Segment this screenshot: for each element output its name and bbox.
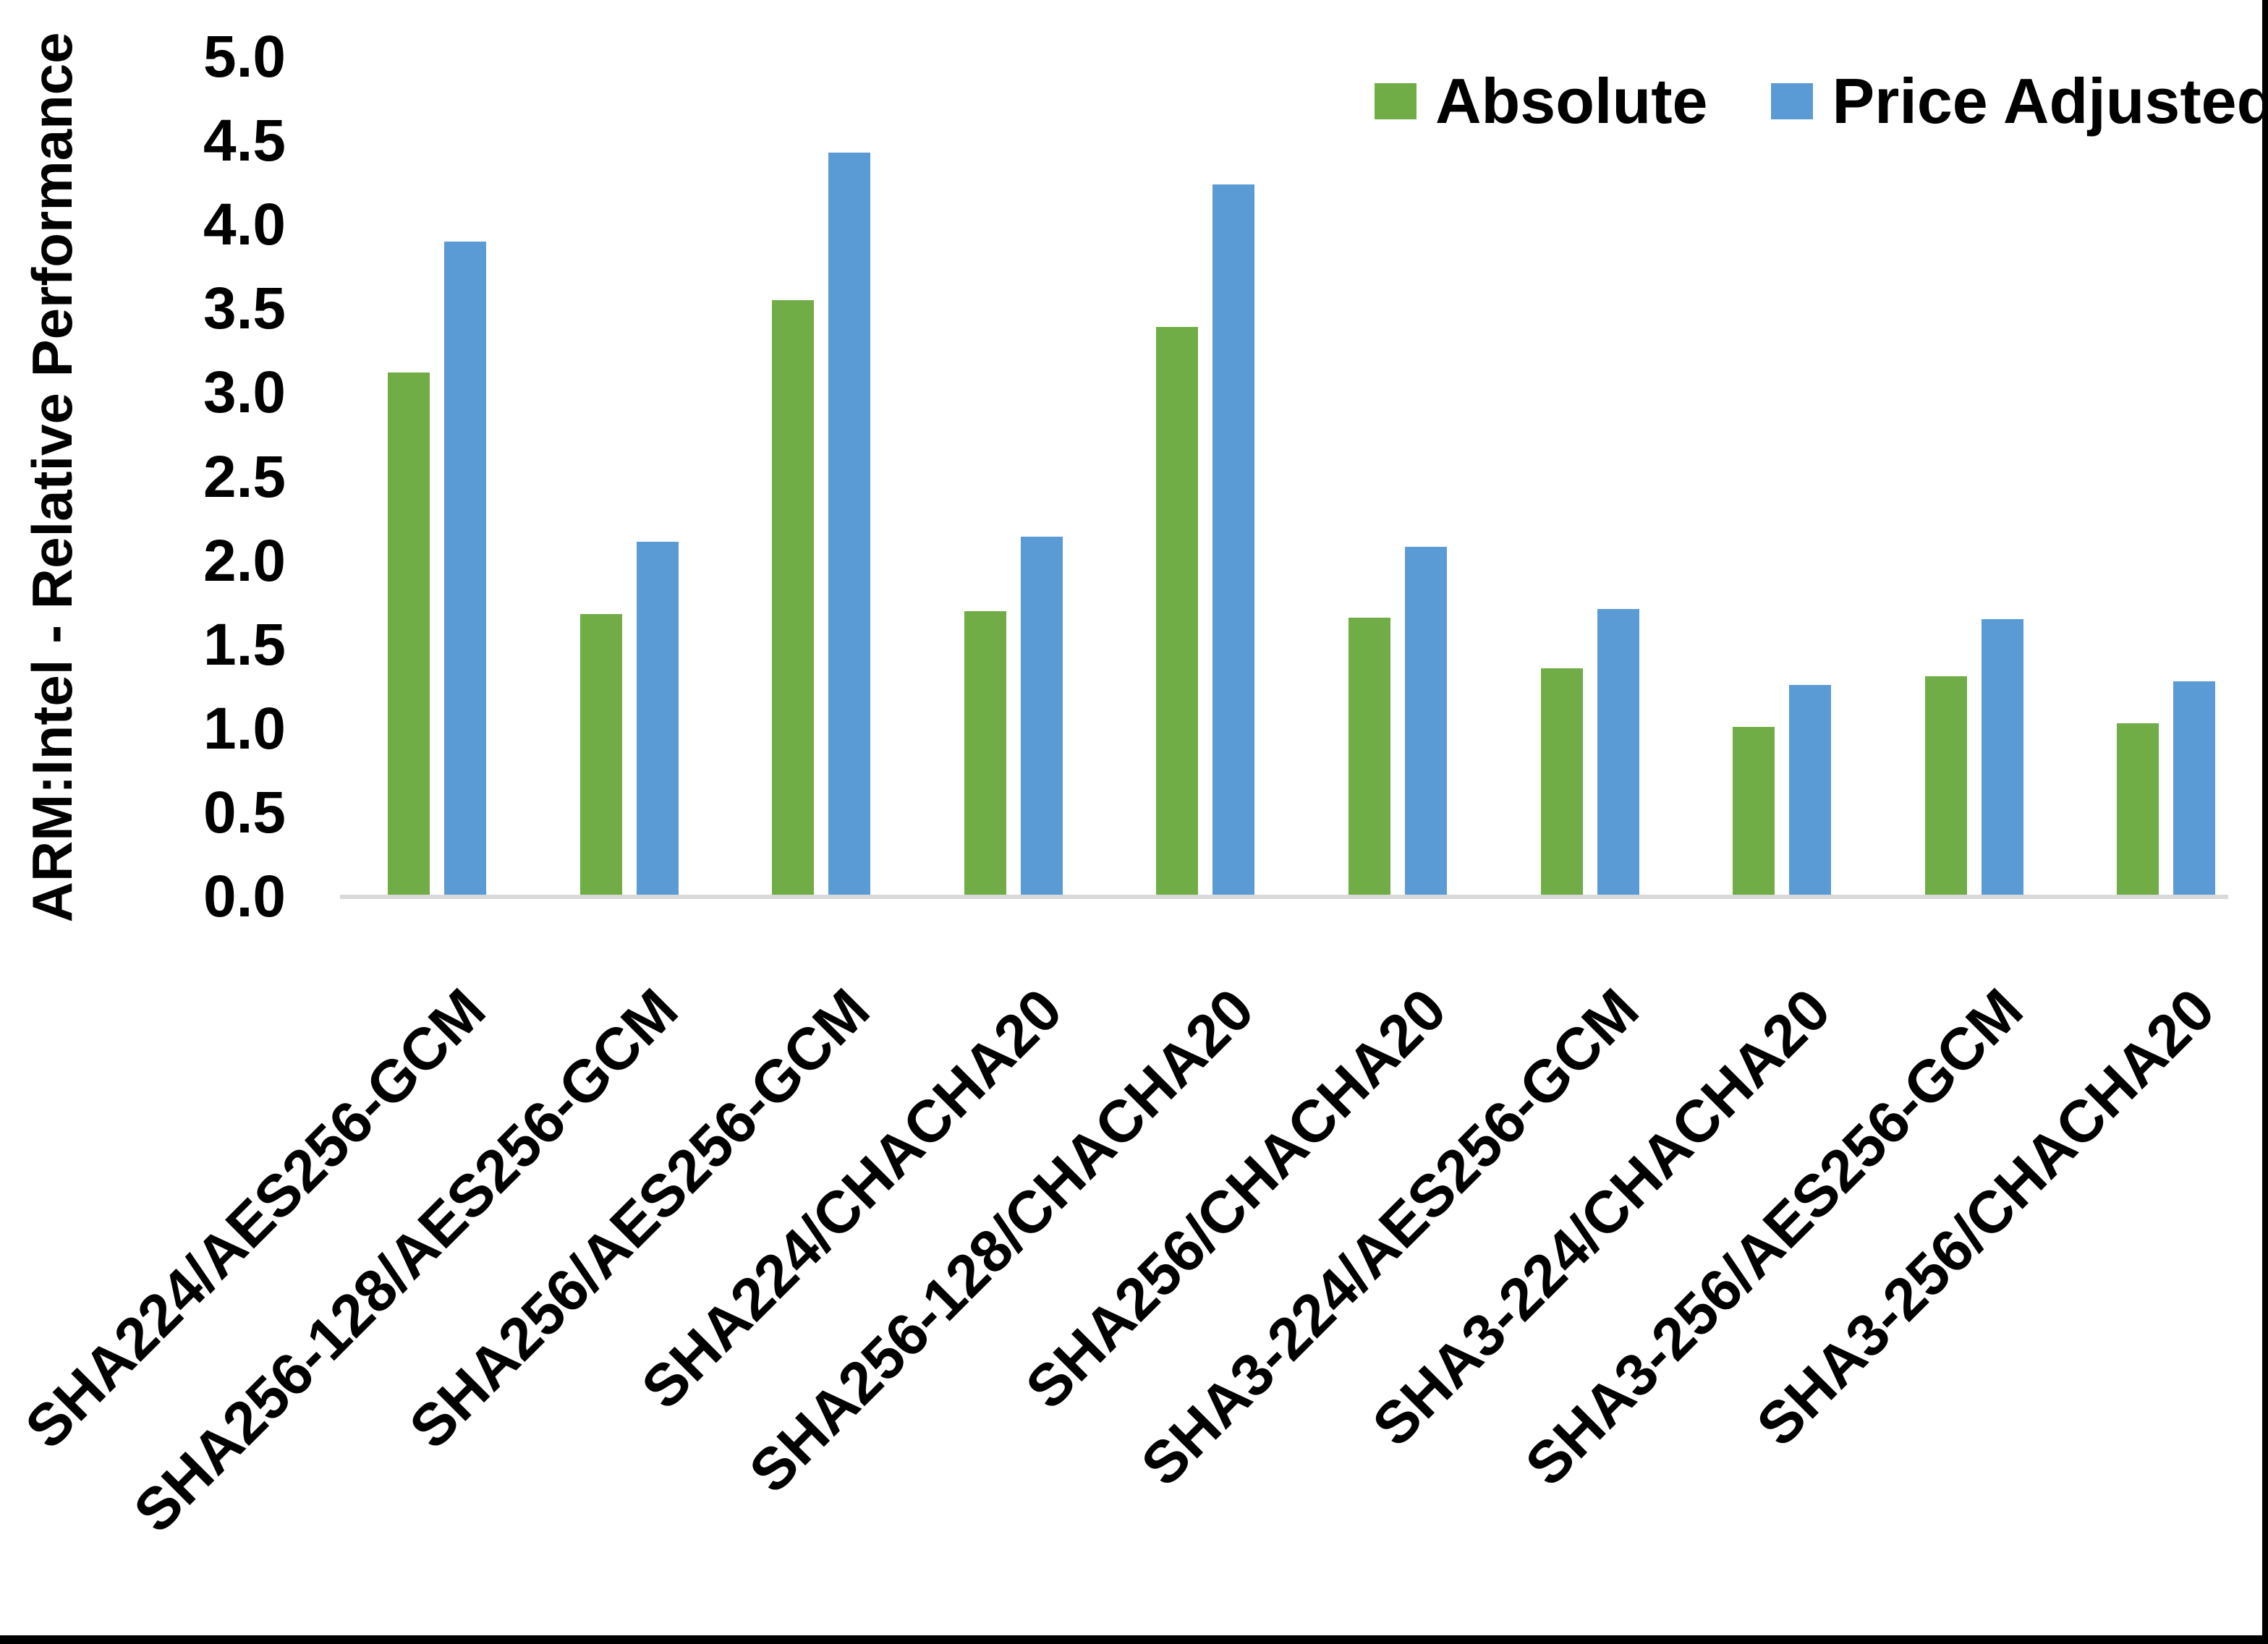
- y-tick-label-0.5: 0.5: [203, 779, 286, 846]
- bar-price-adjusted-SHA256/AES256-GCM: [828, 153, 871, 895]
- bar-price-adjusted-SHA3-224/CHACHA20: [1789, 685, 1832, 895]
- bar-price-adjusted-SHA256/CHACHA20: [1405, 547, 1447, 895]
- chart-legend: Absolute Price Adjusted: [1375, 67, 2268, 136]
- bar-absolute-SHA256/CHACHA20: [1349, 618, 1390, 895]
- y-tick-label-2.5: 2.5: [203, 443, 286, 510]
- y-tick-label-4.0: 4.0: [203, 192, 286, 258]
- y-tick-label-3.0: 3.0: [203, 359, 286, 426]
- legend-item-absolute: Absolute: [1375, 67, 1771, 136]
- bar-price-adjusted-SHA256-128/CHACHA20: [1212, 184, 1255, 895]
- x-axis-line: [340, 895, 2228, 899]
- y-tick-label-3.5: 3.5: [203, 276, 286, 342]
- legend-item-price-adjusted: Price Adjusted: [1771, 67, 2268, 136]
- legend-swatch-price-adjusted: [1771, 83, 1814, 119]
- bar-absolute-SHA3-224/CHACHA20: [1733, 727, 1775, 895]
- screenshot-bottom-border: [0, 1635, 2268, 1644]
- legend-label-absolute: Absolute: [1435, 65, 1708, 137]
- bar-absolute-SHA224/AES256-GCM: [388, 372, 430, 895]
- bar-absolute-SHA3-256/CHACHA20: [2117, 723, 2159, 895]
- y-tick-label-1.0: 1.0: [203, 695, 286, 762]
- screenshot-right-border: [2262, 0, 2268, 1644]
- legend-label-price-adjusted: Price Adjusted: [1832, 65, 2268, 137]
- y-tick-label-2.0: 2.0: [203, 527, 286, 594]
- y-tick-label-4.5: 4.5: [203, 108, 286, 174]
- bar-price-adjusted-SHA224/CHACHA20: [1020, 537, 1063, 895]
- x-axis-label-SHA224/AES256-GCM: SHA224/AES256-GCM: [13, 976, 498, 1462]
- bar-price-adjusted-SHA224/AES256-GCM: [444, 242, 486, 895]
- bar-price-adjusted-SHA3-256/AES256-GCM: [1981, 619, 2023, 895]
- bar-price-adjusted-SHA3-224/AES256-GCM: [1597, 609, 1639, 895]
- bar-absolute-SHA256-128/AES256-GCM: [579, 614, 622, 895]
- y-tick-label-1.5: 1.5: [203, 611, 286, 678]
- bar-absolute-SHA3-256/AES256-GCM: [1924, 676, 1967, 895]
- legend-swatch-absolute: [1375, 83, 1417, 119]
- bar-price-adjusted-SHA3-256/CHACHA20: [2173, 681, 2216, 895]
- bar-absolute-SHA3-224/AES256-GCM: [1540, 668, 1583, 895]
- y-tick-label-0.0: 0.0: [203, 864, 286, 929]
- bar-absolute-SHA256/AES256-GCM: [772, 300, 815, 895]
- bar-absolute-SHA256-128/CHACHA20: [1156, 327, 1199, 895]
- bar-price-adjusted-SHA256-128/AES256-GCM: [636, 542, 679, 895]
- bar-absolute-SHA224/CHACHA20: [964, 611, 1006, 895]
- y-tick-label-5.0: 5.0: [203, 24, 286, 90]
